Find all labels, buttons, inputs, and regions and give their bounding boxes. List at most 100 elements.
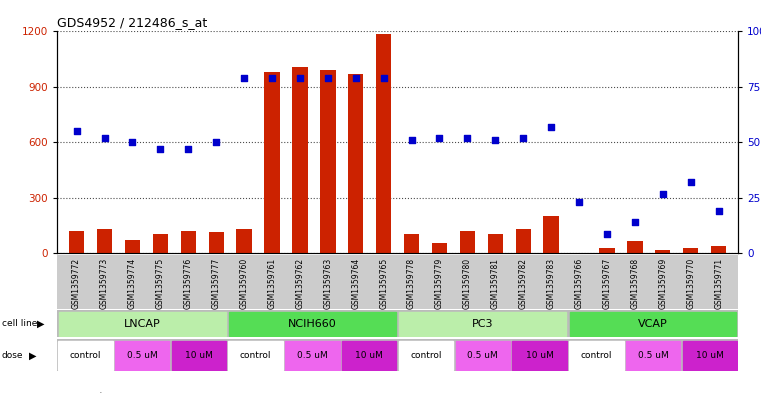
Point	[545, 124, 557, 130]
Point	[685, 179, 697, 185]
Bar	[543, 215, 559, 253]
Text: GSM1359783: GSM1359783	[546, 258, 556, 309]
Point	[322, 75, 334, 81]
Text: GSM1359770: GSM1359770	[686, 258, 696, 309]
Text: cell line: cell line	[2, 320, 37, 328]
Text: GSM1359774: GSM1359774	[128, 258, 137, 309]
Point	[601, 230, 613, 237]
Bar	[228, 341, 283, 370]
Bar	[320, 70, 336, 253]
Text: 0.5 uM: 0.5 uM	[127, 351, 158, 360]
Bar	[209, 232, 224, 253]
Bar	[456, 341, 510, 370]
Text: LNCAP: LNCAP	[124, 319, 161, 329]
Text: GSM1359772: GSM1359772	[72, 258, 81, 309]
Point	[266, 75, 278, 81]
Point	[629, 219, 641, 226]
Text: GSM1359761: GSM1359761	[268, 258, 276, 309]
Bar	[229, 312, 396, 336]
Bar	[569, 341, 623, 370]
Bar	[58, 341, 113, 370]
Bar	[172, 341, 226, 370]
Text: GSM1359760: GSM1359760	[240, 258, 249, 309]
Point	[517, 135, 530, 141]
Bar	[237, 230, 252, 253]
Bar	[125, 240, 140, 253]
Text: GSM1359777: GSM1359777	[212, 258, 221, 309]
Bar	[97, 230, 112, 253]
Text: control: control	[581, 351, 612, 360]
Text: GSM1359765: GSM1359765	[379, 258, 388, 309]
Bar	[285, 341, 339, 370]
Bar	[655, 250, 670, 253]
Point	[238, 75, 250, 81]
Text: GSM1359782: GSM1359782	[519, 258, 527, 309]
Text: GSM1359771: GSM1359771	[714, 258, 723, 309]
Bar	[59, 312, 226, 336]
Point	[377, 75, 390, 81]
Bar	[600, 248, 615, 253]
Point	[294, 75, 306, 81]
Text: GSM1359764: GSM1359764	[352, 258, 360, 309]
Text: count: count	[75, 392, 104, 393]
Point	[210, 140, 222, 146]
Text: ▶: ▶	[37, 319, 44, 329]
Text: GSM1359781: GSM1359781	[491, 258, 500, 309]
Text: ■: ■	[57, 390, 68, 393]
Bar	[431, 243, 447, 253]
Bar	[626, 341, 680, 370]
Bar	[264, 72, 280, 253]
Point	[98, 135, 110, 141]
Text: GSM1359768: GSM1359768	[630, 258, 639, 309]
Bar	[180, 231, 196, 253]
Text: GDS4952 / 212486_s_at: GDS4952 / 212486_s_at	[57, 16, 207, 29]
Bar	[342, 341, 396, 370]
Text: GSM1359762: GSM1359762	[295, 258, 304, 309]
Bar	[115, 341, 170, 370]
Point	[712, 208, 724, 215]
Text: 0.5 uM: 0.5 uM	[467, 351, 498, 360]
Text: 10 uM: 10 uM	[526, 351, 553, 360]
Bar	[153, 234, 168, 253]
Text: control: control	[240, 351, 272, 360]
Bar	[460, 231, 475, 253]
Bar	[376, 34, 391, 253]
Bar	[488, 233, 503, 253]
Bar	[399, 341, 454, 370]
Bar	[515, 230, 531, 253]
Text: GSM1359779: GSM1359779	[435, 258, 444, 309]
Point	[657, 190, 669, 196]
Text: 0.5 uM: 0.5 uM	[297, 351, 328, 360]
Bar	[400, 312, 566, 336]
Point	[126, 140, 139, 146]
Text: GSM1359780: GSM1359780	[463, 258, 472, 309]
Text: GSM1359778: GSM1359778	[407, 258, 416, 309]
Text: GSM1359776: GSM1359776	[183, 258, 193, 309]
Point	[182, 146, 194, 152]
Point	[573, 199, 585, 206]
Bar	[292, 66, 307, 253]
Text: GSM1359763: GSM1359763	[323, 258, 333, 309]
Text: 0.5 uM: 0.5 uM	[638, 351, 668, 360]
Text: ▶: ▶	[29, 350, 37, 360]
Text: dose: dose	[2, 351, 23, 360]
Text: GSM1359769: GSM1359769	[658, 258, 667, 309]
Text: 10 uM: 10 uM	[696, 351, 724, 360]
Bar	[627, 241, 642, 253]
Point	[349, 75, 361, 81]
Text: PC3: PC3	[472, 319, 494, 329]
Point	[406, 137, 418, 143]
Point	[434, 135, 446, 141]
Text: NCIH660: NCIH660	[288, 319, 337, 329]
Text: control: control	[70, 351, 101, 360]
Text: 10 uM: 10 uM	[185, 351, 213, 360]
Bar	[711, 246, 726, 253]
Point	[71, 128, 83, 134]
Point	[461, 135, 473, 141]
Text: VCAP: VCAP	[638, 319, 668, 329]
Point	[154, 146, 167, 152]
Bar	[404, 233, 419, 253]
Text: 10 uM: 10 uM	[355, 351, 384, 360]
Bar	[512, 341, 567, 370]
Bar	[69, 231, 84, 253]
